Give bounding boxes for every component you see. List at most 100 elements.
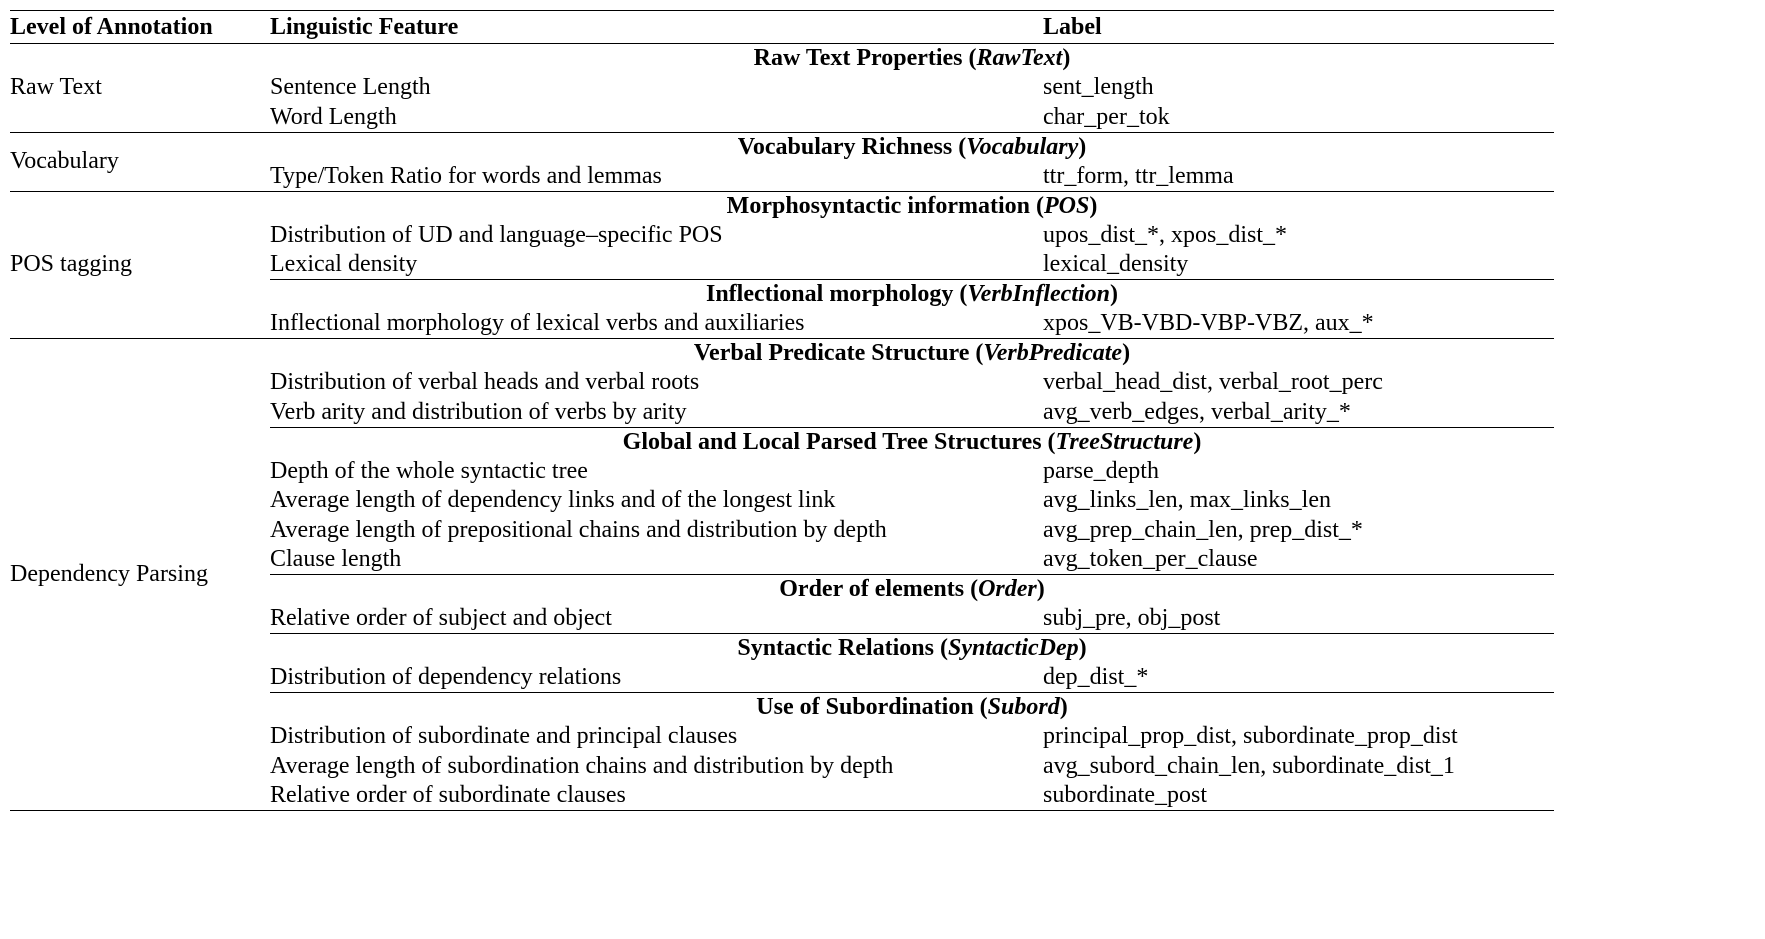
label-cell: subordinate_post [1043, 781, 1554, 811]
linguistic-feature-cell: Lexical density [270, 251, 418, 277]
group-tag-close-paren: ) [1110, 281, 1119, 307]
label-cell: char_per_tok [1043, 103, 1170, 130]
group-tag-close-paren: ) [1089, 192, 1098, 219]
label-cell: subj_pre, obj_post [1043, 605, 1221, 631]
level-of-annotation-cell: POS tagging [10, 190, 270, 339]
table-header-row: Level of Annotation Linguistic Feature L… [10, 10, 1554, 44]
group-tag: TreeStructure [1055, 428, 1194, 455]
group-title-row: Inflectional morphology (VerbInflection) [10, 279, 1554, 309]
group-tag: Vocabulary [966, 133, 1079, 160]
label-cell: avg_token_per_clause [1043, 546, 1258, 572]
feature-group-heading: Raw Text Properties (RawText) [270, 43, 1554, 73]
linguistic-feature-cell: Word Length [270, 103, 397, 130]
linguistic-feature-cell: Distribution of subordinate and principa… [270, 723, 738, 750]
group-title-row: Use of Subordination (Subord) [10, 692, 1554, 722]
table-row: Type/Token Ratio for words and lemmas ttr… [10, 162, 1554, 192]
group-title: Order of elements [779, 576, 965, 602]
group-tag-close-paren: ) [1062, 45, 1071, 71]
table-row: Distribution of verbal heads and verbal … [10, 368, 1554, 398]
linguistic-feature-cell: Relative order of subordinate clauses [270, 781, 1043, 811]
group-tag-close-paren: ) [1122, 340, 1131, 366]
header-level-of-annotation: Level of Annotation [10, 10, 270, 44]
group-title-row: Syntactic Relations (SyntacticDep) [10, 633, 1554, 663]
feature-group-heading: Syntactic Relations (SyntacticDep) [270, 633, 1554, 663]
group-title: Raw Text Properties [753, 45, 963, 71]
table-row: Average length of dependency links and o… [10, 486, 1554, 516]
group-tag-open-paren: ( [962, 45, 977, 71]
table-row: Distribution of UD and language–specific… [10, 221, 1554, 251]
feature-group-heading: Morphosyntactic information (POS) [270, 190, 1554, 221]
label-cell: avg_prep_chain_len, prep_dist_* [1043, 516, 1363, 543]
group-title-row: Dependency Parsing Verbal Predicate Struc… [10, 338, 1554, 811]
feature-group-heading: Verbal Predicate Structure (VerbPredicat… [270, 338, 1554, 368]
header-label: Label [1043, 10, 1554, 44]
linguistic-feature-cell: Inflectional morphology of lexical verbs… [270, 310, 805, 336]
linguistic-feature-cell: Depth of the whole syntactic tree [270, 457, 588, 484]
group-tag-close-paren: ) [1078, 635, 1087, 661]
table-row: Average length of prepositional chains a… [10, 516, 1554, 546]
header-linguistic-feature: Linguistic Feature [270, 10, 1043, 44]
group-tag: POS [1043, 192, 1090, 219]
label-cell: parse_depth [1043, 457, 1159, 484]
label-cell: upos_dist_*, xpos_dist_* [1043, 221, 1288, 248]
label-cell: lexical_density [1043, 251, 1189, 277]
group-tag-close-paren: ) [1193, 428, 1202, 455]
feature-group-heading: Global and Local Parsed Tree Structures … [270, 426, 1554, 457]
linguistic-feature-cell: Verb arity and distribution of verbs by … [270, 398, 687, 425]
group-title-row: POS tagging Morphosyntactic information (… [10, 190, 1554, 339]
group-tag-open-paren: ( [934, 635, 948, 661]
feature-table: Level of Annotation Linguistic Feature L… [10, 10, 1554, 811]
group-tag-open-paren: ( [953, 281, 968, 307]
group-tag: Subord [987, 694, 1060, 720]
table-row: Relative order of subject and object subj… [10, 604, 1554, 634]
group-title: Global and Local Parsed Tree Structures [622, 428, 1042, 455]
table-row: Lexical density lexical_density [10, 250, 1554, 280]
feature-group-heading: Order of elements (Order) [270, 574, 1554, 604]
group-tag: SyntacticDep [948, 635, 1079, 661]
feature-group-heading: Use of Subordination (Subord) [270, 692, 1554, 722]
group-title: Inflectional morphology [705, 281, 954, 307]
group-tag-open-paren: ( [1029, 192, 1044, 219]
group-tag-open-paren: ( [1041, 428, 1056, 455]
group-tag: VerbPredicate [983, 340, 1123, 366]
table-row: Verb arity and distribution of verbs by … [10, 398, 1554, 428]
group-title: Use of Subordination [756, 694, 974, 720]
table-row: Word Length char_per_tok [10, 103, 1554, 133]
group-tag-close-paren: ) [1036, 576, 1045, 602]
linguistic-feature-cell: Type/Token Ratio for words and lemmas [270, 162, 662, 189]
linguistic-feature-cell: Clause length [270, 546, 402, 572]
label-cell: ttr_form, ttr_lemma [1043, 162, 1234, 189]
group-title: Verbal Predicate Structure [693, 340, 970, 366]
group-tag-open-paren: ( [969, 340, 984, 366]
label-cell: dep_dist_* [1043, 664, 1149, 690]
table-body: Raw Text Raw Text Properties (RawText) Sen… [10, 43, 1554, 811]
linguistic-feature-cell: Average length of prepositional chains a… [270, 516, 887, 543]
label-cell: xpos_VB-VBD-VBP-VBZ, aux_* [1043, 310, 1374, 336]
linguistic-feature-cell: Average length of dependency links and o… [270, 487, 836, 514]
group-tag-open-paren: ( [964, 576, 979, 602]
group-title-row: Order of elements (Order) [10, 574, 1554, 604]
group-title: Morphosyntactic information [726, 192, 1030, 219]
group-tag: VerbInflection [967, 281, 1111, 307]
group-title: Vocabulary Richness [737, 133, 953, 160]
label-cell: avg_verb_edges, verbal_arity_* [1043, 398, 1351, 425]
group-title-row: Global and Local Parsed Tree Structures … [10, 426, 1554, 457]
group-tag-close-paren: ) [1059, 694, 1068, 720]
linguistic-feature-cell: Distribution of verbal heads and verbal … [270, 369, 700, 396]
linguistic-feature-cell: Sentence Length [270, 74, 431, 101]
group-title: Syntactic Relations [737, 635, 934, 661]
group-tag: RawText [976, 45, 1063, 71]
group-title-row: Vocabulary Vocabulary Richness (Vocabular… [10, 131, 1554, 191]
linguistic-feature-cell: Relative order of subject and object [270, 605, 612, 631]
label-cell: principal_prop_dist, subordinate_prop_di… [1043, 723, 1458, 750]
linguistic-feature-cell: Distribution of UD and language–specific… [270, 221, 723, 248]
feature-group-heading: Inflectional morphology (VerbInflection) [270, 279, 1554, 309]
label-cell: verbal_head_dist, verbal_root_perc [1043, 369, 1383, 396]
label-cell: avg_links_len, max_links_len [1043, 487, 1331, 514]
table-row: Average length of subordination chains a… [10, 752, 1554, 782]
level-of-annotation-cell: Vocabulary [10, 131, 270, 191]
level-of-annotation-cell: Raw Text [10, 43, 270, 132]
table-row: Clause length avg_token_per_clause [10, 545, 1554, 575]
label-cell: avg_subord_chain_len, subordinate_dist_1 [1043, 752, 1455, 779]
table-row: Distribution of dependency relations dep_… [10, 663, 1554, 693]
